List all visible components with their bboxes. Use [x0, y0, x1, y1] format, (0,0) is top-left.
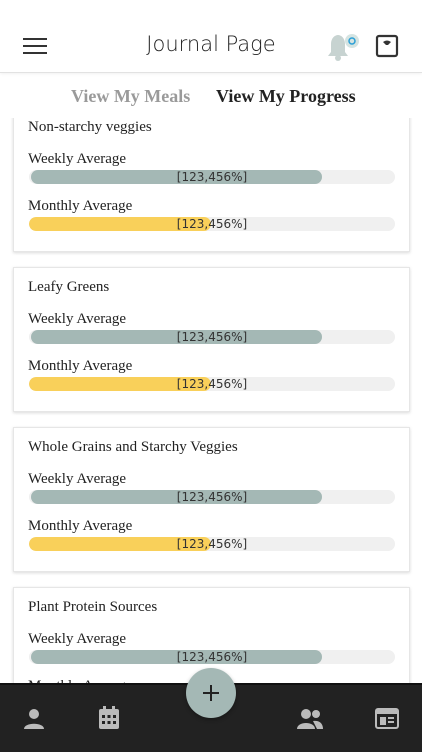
- progress-fill: [29, 537, 211, 551]
- progress-track: [123,456%]: [29, 490, 395, 504]
- scale-button[interactable]: [375, 34, 399, 58]
- add-button[interactable]: [186, 668, 236, 718]
- calendar-button[interactable]: [97, 705, 121, 731]
- page-title: Journal Page: [146, 32, 276, 56]
- card-title: Leafy Greens: [28, 279, 110, 295]
- menu-button[interactable]: [22, 36, 48, 56]
- card-title: Whole Grains and Starchy Veggies: [28, 439, 238, 455]
- progress-card: Non-starchy veggies Weekly Average [123,45…: [13, 118, 410, 252]
- progress-fill: [31, 170, 322, 184]
- progress-fill: [31, 330, 322, 344]
- community-button[interactable]: [296, 707, 324, 731]
- progress-track: [123,456%]: [29, 377, 395, 391]
- progress-fill: [29, 217, 211, 231]
- progress-label: [123,456%]: [176, 217, 248, 231]
- progress-label: [123,456%]: [176, 650, 248, 664]
- browser-button[interactable]: [375, 708, 399, 730]
- progress-track: [123,456%]: [29, 537, 395, 551]
- tabs: View My Meals View My Progress: [0, 86, 422, 116]
- progress-card: Plant Protein Sources Weekly Average [123,…: [13, 587, 410, 683]
- card-title: Plant Protein Sources: [28, 599, 158, 615]
- progress-fill: [31, 650, 322, 664]
- progress-track: [123,456%]: [29, 217, 395, 231]
- tab[interactable]: View My Progress: [216, 86, 356, 106]
- progress-fill: [31, 490, 322, 504]
- progress-card: Leafy Greens Weekly Average [123,456%] Mont…: [13, 267, 410, 412]
- progress-label: [123,456%]: [176, 170, 248, 184]
- card-title: Non-starchy veggies: [28, 119, 152, 135]
- row-label: Weekly Average: [28, 471, 127, 487]
- progress-label: [123,456%]: [176, 377, 248, 391]
- header: Journal Page: [0, 0, 422, 73]
- row-label: Monthly Average: [28, 518, 133, 534]
- progress-track: [123,456%]: [29, 170, 395, 184]
- progress-label: [123,456%]: [176, 330, 248, 344]
- row-label: Weekly Average: [28, 151, 127, 167]
- notifications-button[interactable]: [322, 30, 364, 62]
- row-label: Weekly Average: [28, 631, 127, 647]
- plus-icon: [203, 685, 219, 701]
- row-label: Monthly Average: [28, 198, 133, 214]
- progress-fill: [29, 377, 211, 391]
- row-label: Weekly Average: [28, 311, 127, 327]
- progress-card: Whole Grains and Starchy Veggies Weekly A…: [13, 427, 410, 572]
- progress-track: [123,456%]: [29, 330, 395, 344]
- row-label: Monthly Average: [28, 358, 133, 374]
- tab[interactable]: View My Meals: [71, 86, 191, 106]
- row-label: Monthly Average: [28, 678, 132, 683]
- profile-button[interactable]: [22, 707, 46, 731]
- card-list: Non-starchy veggies Weekly Average [123,45…: [0, 118, 422, 683]
- progress-track: [123,456%]: [29, 650, 395, 664]
- progress-label: [123,456%]: [176, 537, 248, 551]
- progress-label: [123,456%]: [176, 490, 248, 504]
